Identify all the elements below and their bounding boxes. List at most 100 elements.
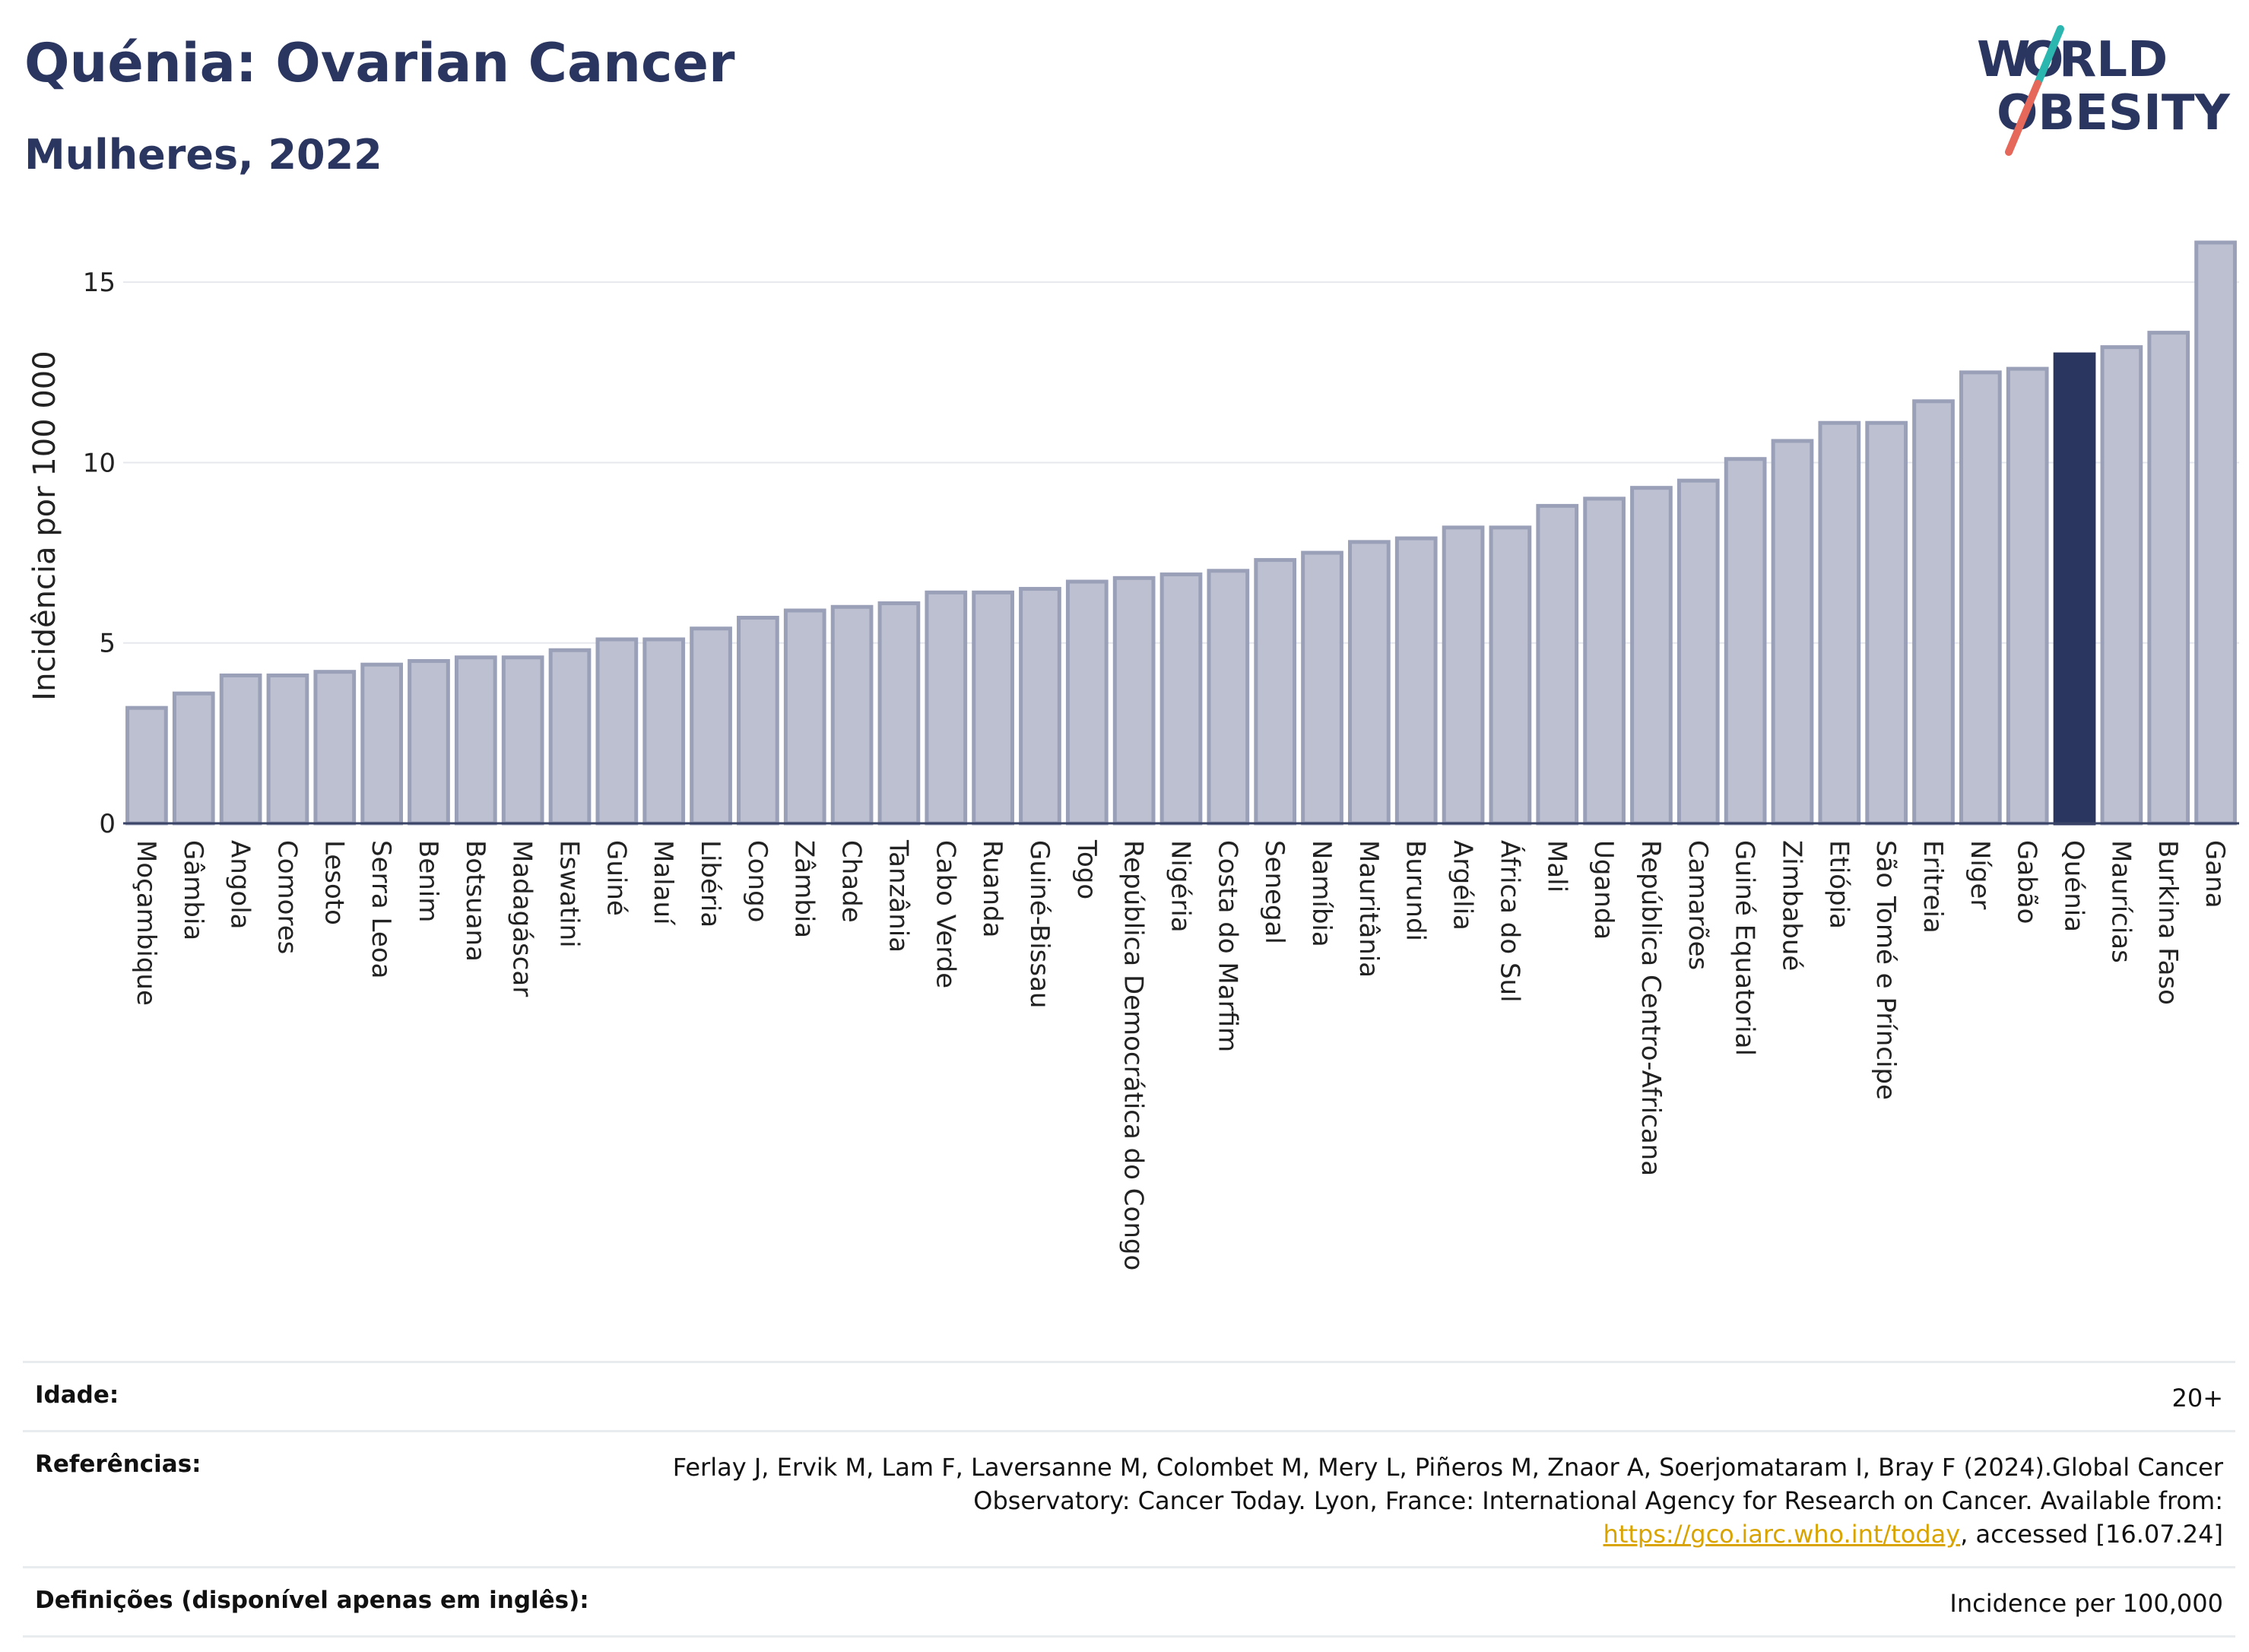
references-link[interactable]: https://gco.iarc.who.int/today <box>1603 1520 1961 1549</box>
bar <box>1818 420 1861 826</box>
bar <box>783 608 826 826</box>
x-tick-label: Senegal <box>1259 840 1289 944</box>
bar-chart: 0 5 10 15 Incidência por 100 000 Moçambique Gâ… <box>27 240 2239 1270</box>
x-tick-label: África do Sul <box>1494 840 1525 1003</box>
references-text-part1: Ferlay J, Ervik M, Lam F, Laversanne M, … <box>672 1453 2223 1515</box>
x-tick-label: Namíbia <box>1306 840 1337 947</box>
x-tick-label: Burkina Faso <box>2152 840 2183 1005</box>
bar <box>690 626 732 826</box>
bar <box>642 637 686 826</box>
y-tick-label: 10 <box>83 448 116 478</box>
bar <box>1254 558 1297 826</box>
bar <box>1583 496 1626 826</box>
bar <box>1489 525 1532 826</box>
bar <box>2194 240 2237 826</box>
age-value: 20+ <box>2171 1384 2223 1413</box>
x-tick-label: Angola <box>225 840 255 929</box>
y-tick-label: 15 <box>83 268 116 298</box>
bar <box>1630 486 1673 826</box>
x-tick-label: Tanzânia <box>883 839 913 953</box>
bar <box>1065 579 1109 826</box>
x-tick-label: Eswatini <box>554 840 585 948</box>
bar <box>548 648 592 826</box>
bar <box>2006 366 2049 826</box>
x-tick-label: Mali <box>1541 840 1572 893</box>
bar <box>172 691 215 826</box>
x-tick-label: Cabo Verde <box>930 840 960 988</box>
bar <box>454 655 497 826</box>
bar <box>1301 550 1343 826</box>
x-tick-label: Chade <box>836 840 867 923</box>
bar <box>2147 331 2190 826</box>
x-tick-label: Botsuana <box>460 840 490 962</box>
bar <box>1912 399 1955 826</box>
page-title: Quénia: Ovarian Cancer <box>24 32 735 94</box>
x-tick-label: Uganda <box>1588 840 1619 940</box>
x-tick-label: Argélia <box>1448 840 1478 931</box>
bar <box>1442 525 1485 826</box>
bar <box>1536 503 1579 826</box>
bar <box>1159 572 1203 826</box>
bar <box>1348 540 1391 826</box>
bar <box>1959 370 2002 826</box>
x-tick-label: Zimbabué <box>1776 840 1806 971</box>
x-tick-label: Mauritânia <box>1353 840 1384 978</box>
x-tick-label: Guiné-Bissau <box>1024 840 1055 1008</box>
x-tick-label: Camarões <box>1683 840 1713 970</box>
bar <box>1724 457 1767 826</box>
x-tick-label: Moçambique <box>131 840 161 1006</box>
x-tick-label: Madagáscar <box>507 840 538 997</box>
definitions-value: Incidence per 100,000 <box>1949 1589 2223 1618</box>
x-tick-label: Gana <box>2200 840 2230 908</box>
bar <box>313 670 357 826</box>
bar <box>1394 536 1438 826</box>
x-tick-label: República Centro-Africana <box>1635 840 1666 1176</box>
bar <box>925 590 968 826</box>
bar <box>125 706 168 826</box>
bar <box>1676 478 1720 826</box>
x-tick-label: Malauí <box>648 840 678 926</box>
x-tick-label: Burundi <box>1400 840 1431 941</box>
y-tick-label: 0 <box>99 809 116 839</box>
age-row: Idade: 20+ <box>23 1361 2235 1430</box>
bar <box>408 658 450 826</box>
bar <box>830 604 874 826</box>
x-tick-label: República Democrática do Congo <box>1118 840 1149 1270</box>
bar <box>2100 345 2143 826</box>
bar <box>2053 352 2096 826</box>
logo-slash-red <box>2005 80 2041 156</box>
x-tick-label: Zâmbia <box>789 840 820 938</box>
page-subtitle: Mulheres, 2022 <box>24 131 382 179</box>
x-tick-label: Guiné <box>601 840 631 916</box>
x-tick-label: Congo <box>742 840 772 922</box>
logo-slash-teal <box>2034 25 2064 87</box>
x-tick-label: Gabão <box>2012 840 2042 924</box>
bar <box>1019 587 1061 826</box>
x-tick-label: Níger <box>1965 840 1995 909</box>
bar <box>877 601 921 826</box>
x-tick-label: Maurícias <box>2105 840 2136 963</box>
x-tick-label: Etiópia <box>1823 840 1854 929</box>
x-tick-label: Ruanda <box>977 840 1007 937</box>
logo-letters-rld: RLD <box>2059 32 2168 88</box>
x-tick-label: Eritreia <box>1918 840 1948 934</box>
bar <box>1771 439 1814 826</box>
x-tick-label: Costa do Marfim <box>1212 840 1242 1052</box>
x-tick-label: Benim <box>413 840 443 922</box>
x-tick-label: Libéria <box>695 840 725 927</box>
x-tick-label: Togo <box>1071 839 1102 899</box>
bar <box>737 616 779 826</box>
x-tick-label: Guiné Equatorial <box>1730 840 1760 1056</box>
definitions-label: Definições (disponível apenas em inglês)… <box>35 1587 589 1614</box>
references-row: Referências: Ferlay J, Ervik M, Lam F, L… <box>23 1430 2235 1566</box>
references-text: Ferlay J, Ervik M, Lam F, Laversanne M, … <box>626 1451 2223 1551</box>
logo-letter-w: W <box>1977 32 2031 88</box>
bar <box>1112 576 1156 826</box>
x-tick-label: Lesoto <box>319 840 349 925</box>
x-tick-label: São Tomé e Príncipe <box>1870 840 1901 1100</box>
bar <box>501 655 544 826</box>
x-tick-label: Quénia <box>2059 840 2089 932</box>
x-tick-label: Gâmbia <box>178 840 208 940</box>
bar <box>1865 420 1908 826</box>
world-obesity-logo: W O RLD OBESITY <box>1977 25 2230 156</box>
